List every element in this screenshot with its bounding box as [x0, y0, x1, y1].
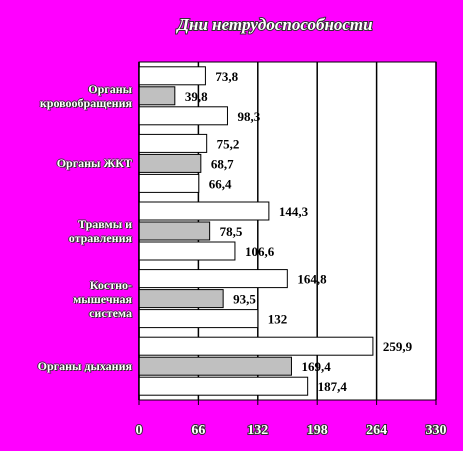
bar [138, 241, 236, 261]
bar [138, 86, 176, 106]
bar [138, 66, 206, 86]
bar [138, 356, 292, 376]
bar [138, 269, 288, 289]
y-tick-label: Органы дыхания [37, 359, 132, 374]
value-label: 39,8 [185, 89, 208, 104]
x-tick-label: 0 [136, 423, 143, 438]
bar [138, 201, 270, 221]
bar [138, 289, 224, 309]
bar [138, 133, 208, 153]
value-label: 164,8 [297, 272, 327, 287]
bar [138, 153, 202, 173]
bar [138, 173, 200, 193]
x-tick-label: 66 [191, 423, 205, 438]
value-label: 132 [268, 312, 288, 327]
bar [138, 309, 259, 329]
bar [138, 221, 211, 241]
value-label: 73,8 [215, 69, 238, 84]
x-tick-label: 330 [426, 423, 447, 438]
bar [138, 376, 309, 396]
bar [138, 106, 228, 126]
y-tick-label: Костно- мышечная система [73, 277, 132, 320]
chart-title: Дни нетрудоспособности [175, 15, 372, 34]
value-label: 187,4 [318, 379, 348, 394]
y-tick-label: Органы кровообращения [39, 81, 132, 110]
value-label: 68,7 [211, 156, 234, 171]
value-label: 93,5 [233, 292, 256, 307]
x-tick-label: 132 [247, 423, 268, 438]
x-tick-label: 264 [366, 423, 387, 438]
value-label: 75,2 [217, 136, 240, 151]
value-label: 98,3 [237, 109, 260, 124]
value-label: 66,4 [209, 176, 232, 191]
x-tick-label: 198 [307, 423, 328, 438]
value-label: 259,9 [383, 339, 413, 354]
value-label: 78,5 [220, 224, 243, 239]
y-tick-label: Органы ЖКТ [56, 156, 132, 171]
value-label: 106,6 [245, 244, 275, 259]
value-label: 169,4 [301, 359, 331, 374]
y-tick-label: Травмы и отравления [68, 217, 132, 245]
value-label: 144,3 [279, 204, 309, 219]
bar [138, 336, 374, 356]
